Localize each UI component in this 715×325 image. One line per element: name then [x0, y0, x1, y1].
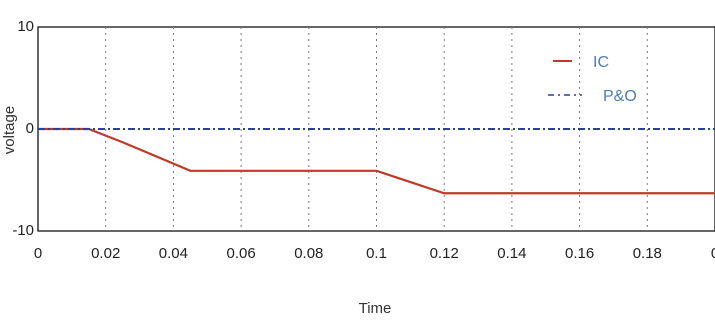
- series-lines: [38, 127, 715, 195]
- y-tick-label: 10: [17, 18, 34, 35]
- x-tick-label: 0.16: [565, 245, 594, 262]
- y-axis-title: voltage: [1, 106, 18, 154]
- x-tick-label: 0.08: [294, 245, 323, 262]
- x-tick-label: 0: [711, 245, 715, 262]
- legend-label-ic: IC: [593, 54, 609, 71]
- x-tick-label: 0.14: [497, 245, 526, 262]
- legend-label-po: P&O: [603, 88, 637, 105]
- x-tick-label: 0.12: [430, 245, 459, 262]
- x-axis-title: Time: [359, 300, 392, 317]
- x-tick-label: 0.18: [633, 245, 662, 262]
- x-tick-label: 0: [34, 245, 42, 262]
- x-tick-label: 0.04: [159, 245, 188, 262]
- x-tick-label: 0.02: [91, 245, 120, 262]
- legend: IC P&O: [548, 54, 637, 105]
- axis-ticks: 0 0.02 0.04 0.06 0.08 0.1 0.12 0.14 0.16 0.18 0 10 0…: [12, 18, 715, 262]
- y-tick-label: -10: [12, 222, 34, 239]
- x-tick-label: 0.1: [366, 245, 387, 262]
- x-tick-label: 0.06: [226, 245, 255, 262]
- y-tick-label: 0: [26, 120, 34, 137]
